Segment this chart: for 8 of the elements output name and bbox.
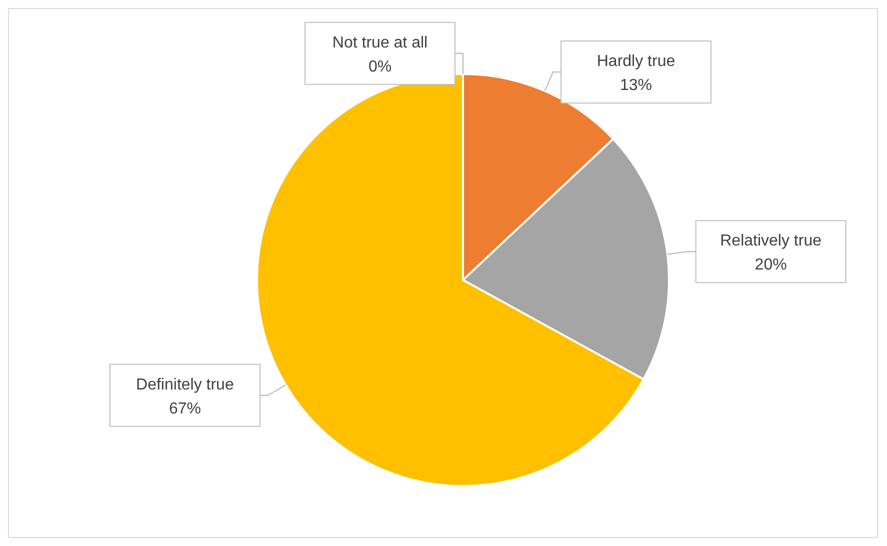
slice-label: Hardly true — [596, 53, 676, 70]
category-label: Not true at all — [332, 34, 428, 52]
data-label: 67% — [168, 400, 201, 418]
text: 0% — [368, 58, 392, 76]
slice-label: Relatively true — [720, 232, 822, 250]
data-label: 13% — [620, 77, 652, 94]
slice-label: Definitely true — [136, 376, 234, 394]
data-label: 20% — [754, 256, 787, 274]
